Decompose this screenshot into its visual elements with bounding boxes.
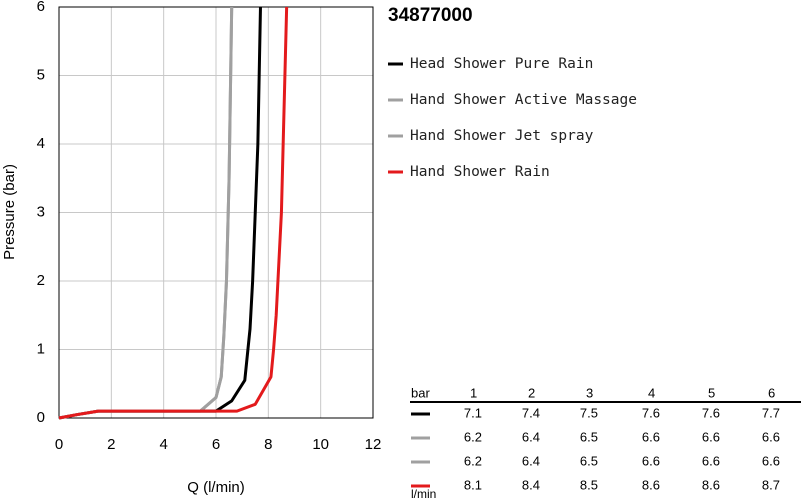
table-cell: 6.4 — [522, 453, 540, 468]
x-tick-label: 2 — [107, 436, 115, 453]
y-tick-label: 4 — [37, 135, 45, 152]
y-tick-label: 0 — [37, 409, 45, 426]
table-cell: 7.4 — [522, 405, 540, 420]
table-cell: 6.2 — [464, 453, 482, 468]
table-cell: 7.6 — [642, 405, 660, 420]
table-header: 1 — [470, 385, 477, 400]
plot-frame — [58, 6, 374, 419]
x-tick-label: 0 — [55, 436, 63, 453]
table-header: 3 — [586, 385, 593, 400]
table-cell: 6.6 — [702, 453, 720, 468]
y-tick-label: 5 — [37, 66, 45, 83]
legend-label: Hand Shower Rain — [410, 164, 550, 180]
x-tick-label: 8 — [264, 436, 272, 453]
table-header: 4 — [648, 385, 655, 400]
table-cell: 8.4 — [522, 477, 540, 492]
x-tick-label: 10 — [312, 436, 329, 453]
table-cell: 8.1 — [464, 477, 482, 492]
table-cell: 6.6 — [762, 453, 780, 468]
table-cell: 6.5 — [580, 453, 598, 468]
table-cell: 6.6 — [762, 429, 780, 444]
y-tick-label: 6 — [37, 0, 45, 15]
table-cell: 6.6 — [642, 453, 660, 468]
table-cell: 6.5 — [580, 429, 598, 444]
table-cell: 6.2 — [464, 429, 482, 444]
legend-label: Hand Shower Jet spray — [410, 128, 594, 144]
series-line — [58, 6, 289, 420]
table-header: 6 — [768, 385, 775, 400]
table-cell: 6.6 — [702, 429, 720, 444]
x-tick-label: 6 — [212, 436, 220, 453]
y-tick-label: 3 — [37, 203, 45, 220]
table-cell: 7.7 — [762, 405, 780, 420]
table-unit: bar — [411, 385, 430, 400]
table-cell: 6.4 — [522, 429, 540, 444]
table-cell: 8.5 — [580, 477, 598, 492]
table-cell: 8.7 — [762, 477, 780, 492]
chart-title: 34877000 — [388, 5, 473, 26]
y-axis-label: Pressure (bar) — [1, 164, 18, 260]
table-cell: 6.6 — [642, 429, 660, 444]
x-axis-label: Q (l/min) — [187, 479, 245, 496]
table-cell: 8.6 — [702, 477, 720, 492]
table-cell: 8.6 — [642, 477, 660, 492]
table-unit: l/min — [411, 487, 436, 501]
table-header: 2 — [528, 385, 535, 400]
x-tick-label: 12 — [365, 436, 382, 453]
table-header: 5 — [708, 385, 715, 400]
y-tick-label: 2 — [37, 272, 45, 289]
table-cell: 7.6 — [702, 405, 720, 420]
table-cell: 7.1 — [464, 405, 482, 420]
legend-label: Hand Shower Active Massage — [410, 92, 637, 108]
legend-label: Head Shower Pure Rain — [410, 56, 593, 72]
table-cell: 7.5 — [580, 405, 598, 420]
x-tick-label: 4 — [159, 436, 167, 453]
y-tick-label: 1 — [37, 340, 45, 357]
